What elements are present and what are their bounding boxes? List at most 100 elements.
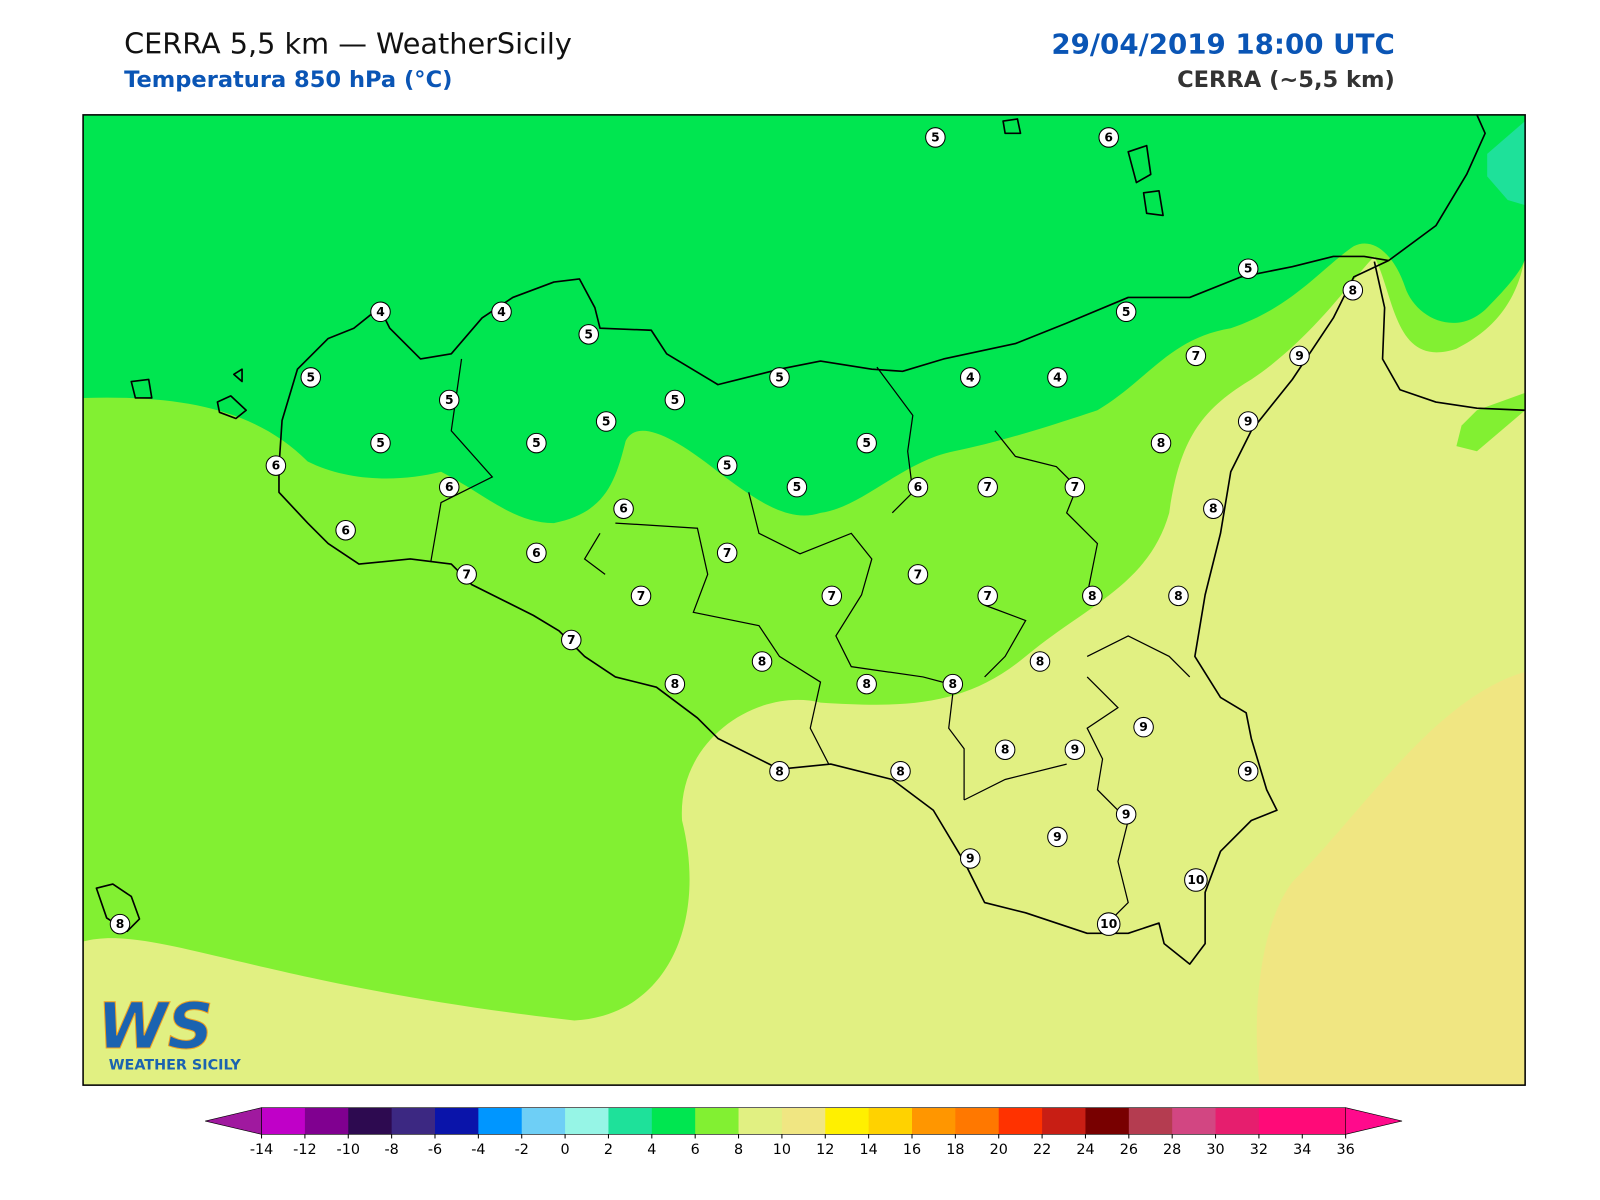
- station-value: 5: [671, 393, 680, 407]
- colorbar-bin: [738, 1107, 783, 1135]
- station-value: 8: [1349, 283, 1358, 297]
- station-value: 8: [775, 764, 784, 778]
- station-value: 6: [619, 502, 628, 516]
- colorbar-tick-label: 32: [1250, 1142, 1268, 1158]
- model-label: CERRA (~5,5 km): [1177, 67, 1395, 93]
- station-marker: [1047, 367, 1068, 388]
- station-value: 6: [1104, 130, 1113, 144]
- station-value: 5: [1122, 305, 1131, 319]
- colorbar-tick-label: 6: [691, 1142, 700, 1158]
- colorbar-tick-label: 36: [1337, 1142, 1355, 1158]
- station-value: 7: [567, 633, 576, 647]
- station-marker: [1168, 585, 1189, 607]
- station-marker: [1237, 761, 1259, 782]
- station-marker: [1098, 127, 1119, 148]
- colorbar-bin: [1172, 1107, 1217, 1135]
- station-marker: [265, 455, 287, 476]
- station-marker: [370, 432, 391, 454]
- station-marker: [1047, 826, 1068, 848]
- station-value: 9: [1244, 764, 1253, 778]
- station-marker: [1237, 411, 1259, 432]
- station-marker: [977, 476, 998, 498]
- colorbar-tick-label: 28: [1163, 1142, 1181, 1158]
- colorbar-bin: [304, 1107, 349, 1135]
- station-marker: [300, 367, 322, 388]
- colorbar-bin: [565, 1107, 609, 1135]
- station-marker: [630, 585, 652, 607]
- colorbar-tick-label: 30: [1206, 1142, 1224, 1158]
- station-value: 8: [1088, 589, 1097, 603]
- logo-name: WEATHER SICILY: [109, 1058, 242, 1074]
- colorbar-under: [205, 1107, 262, 1135]
- station-value: 8: [1209, 502, 1218, 516]
- islands: [95, 118, 1164, 933]
- logo: WS WEATHER SICILY: [97, 989, 241, 1074]
- station-value: 5: [306, 370, 315, 384]
- colorbar-tick-label: 4: [647, 1142, 656, 1158]
- station-value: 8: [896, 764, 905, 778]
- colorbar-bin: [261, 1107, 306, 1135]
- station-marker: [526, 432, 547, 454]
- station-marker: [890, 761, 911, 782]
- station-marker: [1237, 258, 1259, 279]
- station-value: 8: [671, 677, 680, 691]
- colorbar-bin: [434, 1107, 479, 1135]
- station-marker: [716, 542, 738, 564]
- colorbar-bin: [781, 1107, 826, 1135]
- map-frame: [82, 114, 1526, 1086]
- colorbar-bin: [521, 1107, 566, 1135]
- colorbar-tick-label: -6: [428, 1142, 442, 1158]
- station-marker: [1150, 432, 1172, 454]
- station-value: 10: [1187, 873, 1204, 887]
- station-marker: [109, 913, 131, 935]
- station-value: 9: [1139, 720, 1148, 734]
- station-marker: [751, 651, 773, 672]
- colorbar-tick-label: 0: [561, 1142, 570, 1158]
- station-marker: [959, 848, 981, 869]
- station-value: 7: [983, 589, 992, 603]
- station-marker: [456, 564, 477, 585]
- station-value: 5: [602, 415, 611, 429]
- station-marker: [925, 127, 946, 148]
- station-value: 8: [758, 655, 767, 669]
- colorbar-bin: [1128, 1107, 1173, 1135]
- station-value: 4: [497, 305, 506, 319]
- colorbar-tick-label: 2: [604, 1142, 613, 1158]
- colorbar-bin: [868, 1107, 913, 1135]
- colorbar-tick-label: 8: [734, 1142, 743, 1158]
- station-marker: [907, 564, 929, 585]
- colorbar-tick-label: 26: [1120, 1142, 1138, 1158]
- field-10-12: [1256, 671, 1526, 1086]
- station-value: 6: [341, 523, 350, 537]
- colorbar-tick-label: -8: [384, 1142, 398, 1158]
- colorbar-bin: [912, 1107, 956, 1135]
- station-value: 9: [1244, 415, 1253, 429]
- colorbar-bin: [1042, 1107, 1086, 1135]
- station-value: 9: [1071, 743, 1080, 757]
- station-value: 9: [1122, 807, 1131, 821]
- station-marker: [1133, 716, 1154, 738]
- station-layer: 5 6 5 8 4 4 5 5 7 9 5 5 5 5 4 4 5 9 5 5 5 8 6 5 6 5 6 7 7 6 8 6 6 7 7 7 7 7 7 8…: [109, 127, 1364, 936]
- colorbar-tick-label: 20: [990, 1142, 1008, 1158]
- colorbar-bin: [478, 1107, 523, 1135]
- station-marker: [1185, 345, 1207, 367]
- station-marker: [578, 324, 599, 345]
- sicily-coastline: [278, 255, 1390, 965]
- station-value: 5: [931, 130, 940, 144]
- station-value: 8: [116, 917, 125, 931]
- station-value: 5: [532, 436, 541, 450]
- map-area: 5 6 5 8 4 4 5 5 7 9 5 5 5 5 4 4 5 9 5 5 5 8 6 5 6 5 6 7 7 6 8 6 6 7 7 7 7 7 7 8…: [83, 114, 1526, 1086]
- station-value: 7: [828, 589, 837, 603]
- colorbar-over: [1345, 1107, 1403, 1135]
- station-value: 8: [1001, 743, 1010, 757]
- station-marker: [856, 673, 877, 695]
- station-marker: [1289, 345, 1310, 367]
- field-2-4: [1487, 121, 1526, 206]
- colorbar-tick-label: -4: [471, 1142, 485, 1158]
- station-marker: [664, 389, 686, 411]
- station-value: 7: [637, 589, 646, 603]
- station-value: 5: [445, 393, 454, 407]
- colorbar-bin: [1085, 1107, 1130, 1135]
- station-value: 5: [775, 370, 784, 384]
